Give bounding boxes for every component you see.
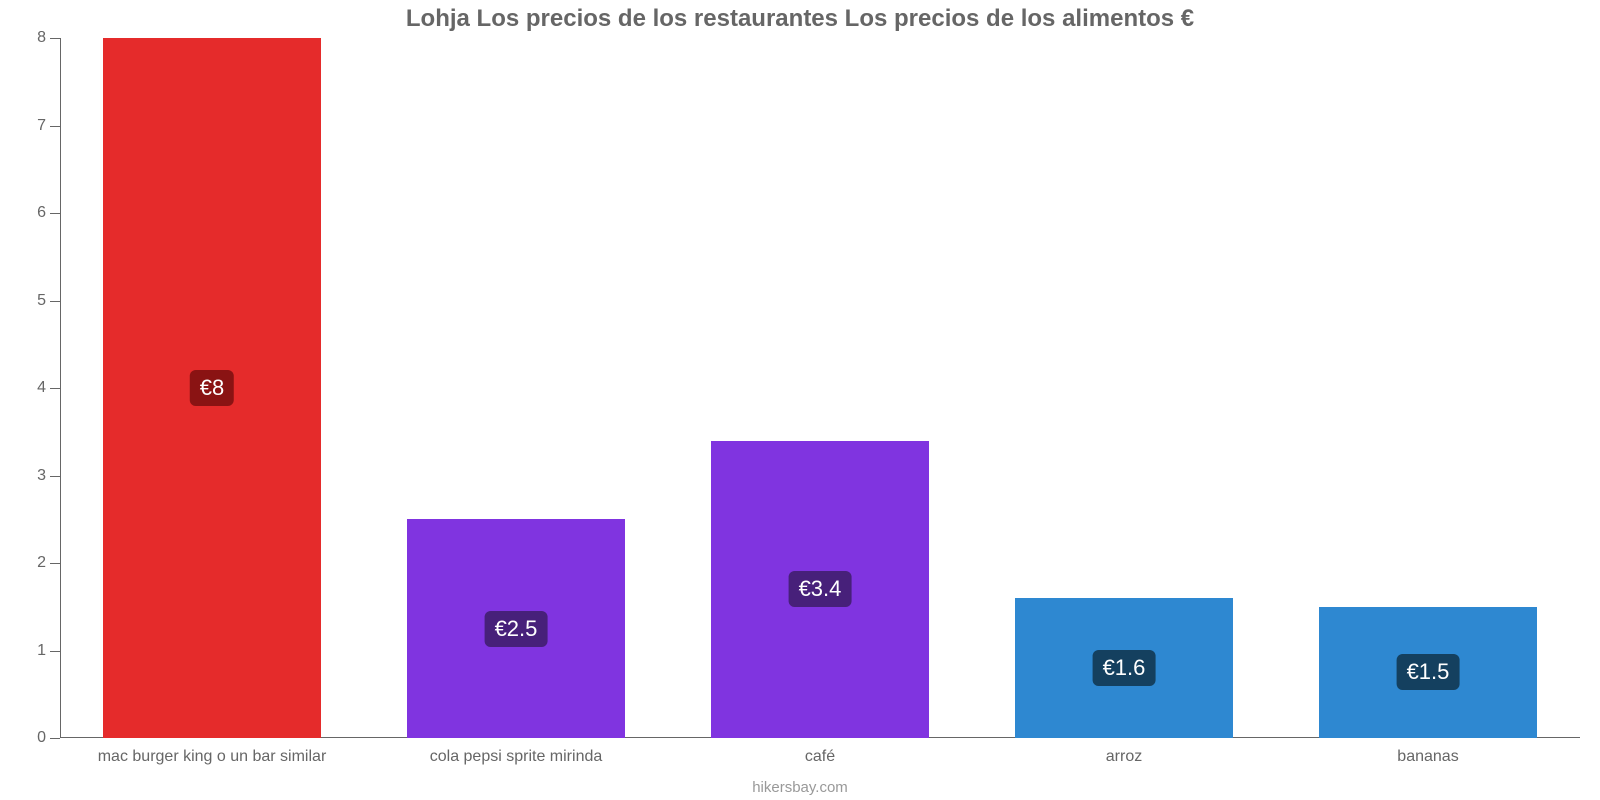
y-tick-label: 2 <box>26 554 46 572</box>
bar: €1.5 <box>1319 607 1538 738</box>
bar-value-label: €1.6 <box>1093 650 1156 686</box>
bar-slot: €2.5 <box>364 38 668 738</box>
bar-value-label: €1.5 <box>1397 654 1460 690</box>
bar-slot: €1.6 <box>972 38 1276 738</box>
y-tick-label: 5 <box>26 292 46 310</box>
y-tick-label: 0 <box>26 729 46 747</box>
bar-value-label: €2.5 <box>485 611 548 647</box>
bar-slot: €3.4 <box>668 38 972 738</box>
y-tick <box>50 126 60 127</box>
plot-area: €8€2.5€3.4€1.6€1.5 012345678mac burger k… <box>60 38 1580 738</box>
x-category-label: arroz <box>1106 748 1142 766</box>
bars-container: €8 €2.5 €3.4 €1.6 €1.5 <box>60 38 1580 738</box>
y-tick-label: 1 <box>26 642 46 660</box>
chart-title: Lohja Los precios de los restaurantes Lo… <box>0 5 1600 33</box>
bar-slot: €1.5 <box>1276 38 1580 738</box>
bar: €8 <box>103 38 322 738</box>
bar: €3.4 <box>711 441 930 739</box>
y-tick-label: 8 <box>26 29 46 47</box>
x-category-label: bananas <box>1397 748 1458 766</box>
y-tick <box>50 213 60 214</box>
x-category-label: cola pepsi sprite mirinda <box>430 748 603 766</box>
y-tick <box>50 651 60 652</box>
x-category-label: café <box>805 748 835 766</box>
bar: €2.5 <box>407 519 626 738</box>
bar: €1.6 <box>1015 598 1234 738</box>
price-bar-chart: Lohja Los precios de los restaurantes Lo… <box>0 0 1600 800</box>
bar-value-label: €8 <box>190 370 234 406</box>
y-tick <box>50 301 60 302</box>
y-tick <box>50 476 60 477</box>
y-tick-label: 3 <box>26 467 46 485</box>
y-tick <box>50 388 60 389</box>
y-tick-label: 7 <box>26 117 46 135</box>
y-tick-label: 4 <box>26 379 46 397</box>
y-tick <box>50 738 60 739</box>
x-category-label: mac burger king o un bar similar <box>98 748 327 766</box>
y-tick <box>50 563 60 564</box>
y-tick <box>50 38 60 39</box>
bar-slot: €8 <box>60 38 364 738</box>
bar-value-label: €3.4 <box>789 571 852 607</box>
y-tick-label: 6 <box>26 204 46 222</box>
footer-credit: hikersbay.com <box>0 779 1600 796</box>
